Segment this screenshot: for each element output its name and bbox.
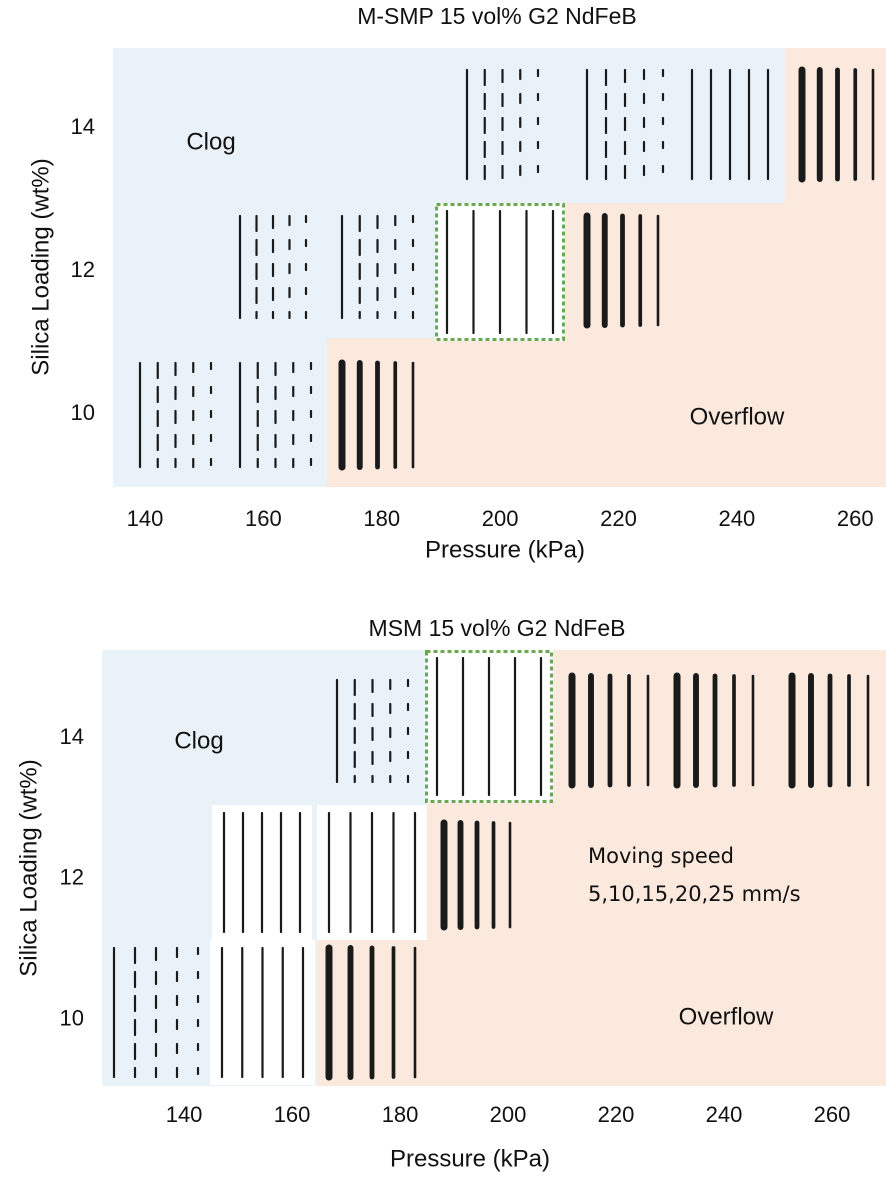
x-tick-label: 180 xyxy=(363,506,400,531)
x-tick-label: 240 xyxy=(718,506,755,531)
y-tick-label: 14 xyxy=(60,724,84,749)
x-axis-label: Pressure (kPa) xyxy=(425,536,585,563)
x-tick-label: 200 xyxy=(482,506,519,531)
annotation: Clog xyxy=(186,128,235,155)
y-tick-label: 12 xyxy=(71,257,95,282)
x-tick-label: 260 xyxy=(837,506,874,531)
x-tick-label: 140 xyxy=(166,1102,203,1127)
chart-title: MSM 15 vol% G2 NdFeB xyxy=(369,615,626,641)
annotation: Overflow xyxy=(679,1003,774,1030)
x-tick-label: 140 xyxy=(127,506,164,531)
figure: M-SMP 15 vol% G2 NdFeB Pressure (kPa) Si… xyxy=(0,0,886,1178)
y-axis-label: Silica Loading (wt%) xyxy=(15,759,42,976)
x-tick-label: 240 xyxy=(706,1102,743,1127)
x-tick-label: 160 xyxy=(274,1102,311,1127)
x-tick-label: 220 xyxy=(600,506,637,531)
y-axis-label: Silica Loading (wt%) xyxy=(27,158,54,375)
chart-title: M-SMP 15 vol% G2 NdFeB xyxy=(357,3,637,29)
x-tick-label: 160 xyxy=(245,506,282,531)
x-axis-label: Pressure (kPa) xyxy=(390,1145,550,1172)
x-tick-label: 220 xyxy=(598,1102,635,1127)
x-tick-label: 180 xyxy=(382,1102,419,1127)
annotation: Moving speed xyxy=(588,844,734,868)
y-tick-label: 10 xyxy=(60,1006,84,1031)
y-tick-label: 12 xyxy=(60,865,84,890)
annotation: Clog xyxy=(174,727,223,754)
annotation: 5,10,15,20,25 mm/s xyxy=(588,882,801,906)
y-tick-label: 14 xyxy=(71,114,95,139)
x-tick-label: 260 xyxy=(814,1102,851,1127)
y-tick-label: 10 xyxy=(71,400,95,425)
x-tick-label: 200 xyxy=(490,1102,527,1127)
annotation: Overflow xyxy=(690,403,785,430)
